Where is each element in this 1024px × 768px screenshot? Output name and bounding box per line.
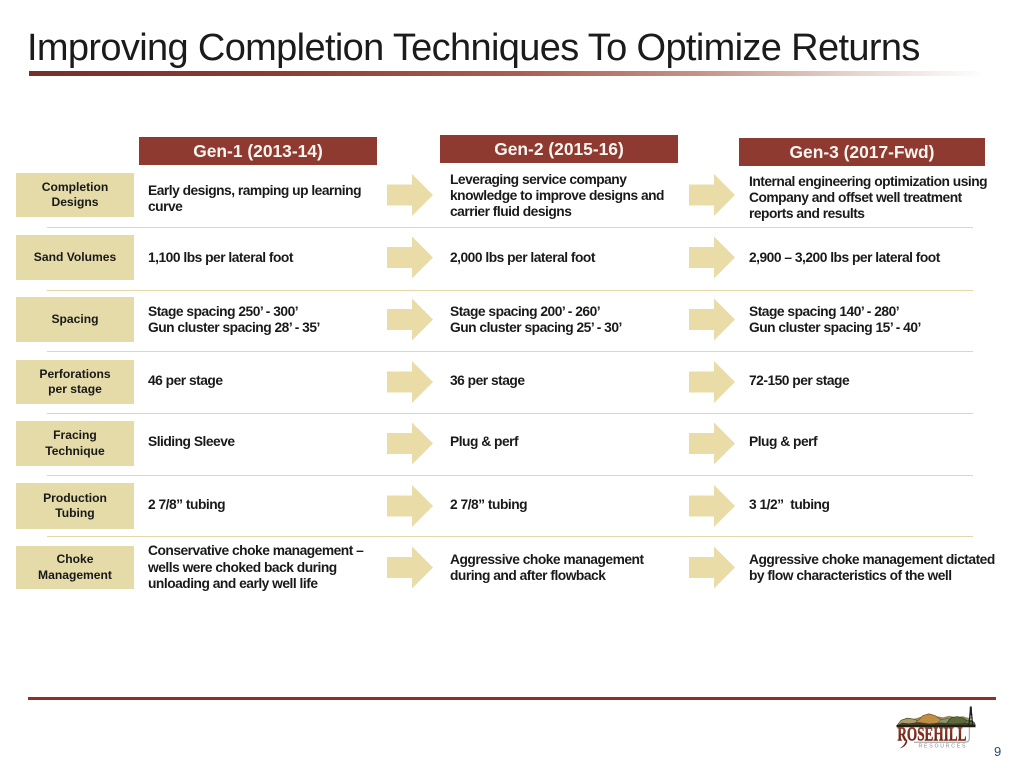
svg-text:RESOURCES: RESOURCES [919, 743, 967, 749]
svg-text:ROSEHILL: ROSEHILL [897, 724, 966, 746]
